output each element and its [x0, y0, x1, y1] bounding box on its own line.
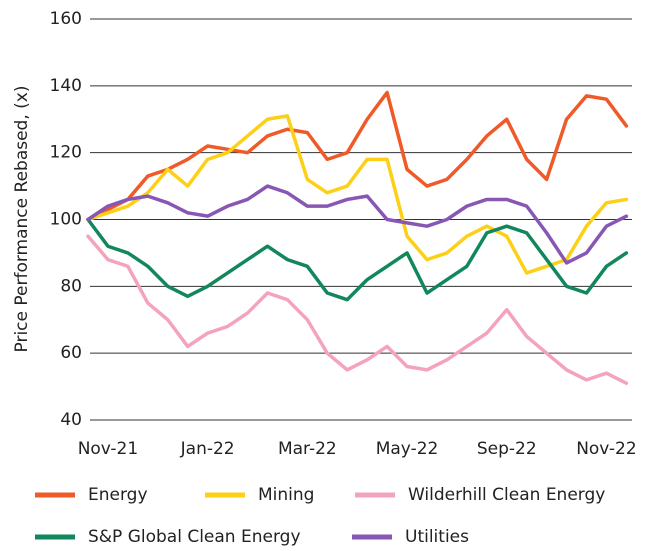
legend-label: Utilities: [405, 527, 469, 547]
x-tick-label: May-22: [376, 439, 439, 459]
x-tick-label: Mar-22: [278, 439, 337, 459]
series-line: [86, 114, 629, 275]
x-tick-label: Nov-21: [78, 439, 139, 459]
legend-label: Wilderhill Clean Energy: [408, 485, 605, 505]
legend-label: S&P Global Clean Energy: [88, 527, 301, 547]
series-line: [86, 90, 629, 222]
legend-label: Mining: [258, 485, 314, 505]
x-tick-label: Jan-22: [180, 439, 235, 459]
y-tick-label: 140: [50, 76, 82, 96]
y-tick-label: 40: [60, 410, 82, 430]
x-tick-label: Nov-22: [576, 439, 637, 459]
y-tick-label: 120: [50, 143, 82, 163]
y-tick-label: 160: [50, 9, 82, 29]
series-line: [86, 234, 629, 385]
y-tick-label: 60: [60, 343, 82, 363]
y-tick-label: 80: [60, 276, 82, 296]
y-axis-label: Price Performance Rebased, (x): [12, 86, 32, 353]
x-tick-label: Sep-22: [477, 439, 537, 459]
series-line: [86, 217, 629, 302]
legend-label: Energy: [88, 485, 148, 505]
y-tick-label: 100: [50, 210, 82, 230]
series-line: [86, 184, 629, 265]
